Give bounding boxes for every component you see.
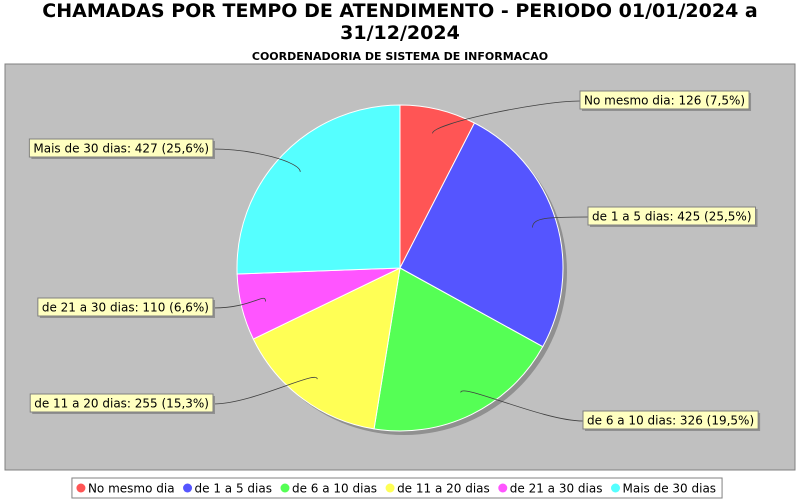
label-box bbox=[587, 206, 756, 226]
label-connector bbox=[532, 216, 589, 228]
legend-label: de 21 a 30 dias bbox=[510, 482, 603, 496]
data-label: de 1 a 5 dias: 425 (25,5%) bbox=[592, 210, 752, 224]
data-label: de 21 a 30 dias: 110 (6,6%) bbox=[42, 301, 209, 315]
label-box bbox=[28, 138, 214, 158]
legend-marker bbox=[183, 483, 193, 493]
legend-marker bbox=[280, 483, 290, 493]
legend-label: Mais de 30 dias bbox=[623, 482, 717, 496]
label-connector bbox=[460, 390, 584, 422]
legend-marker bbox=[385, 483, 395, 493]
label-box bbox=[37, 297, 214, 317]
legend-marker bbox=[611, 483, 620, 493]
label-connector bbox=[212, 148, 301, 172]
legend-marker bbox=[76, 483, 86, 493]
label-box bbox=[579, 90, 750, 110]
label-connector bbox=[212, 297, 266, 309]
chart-title: CHAMADAS POR TEMPO DE ATENDIMENTO - PERI… bbox=[42, 0, 758, 44]
label-box bbox=[29, 393, 214, 413]
label-connector bbox=[432, 100, 581, 134]
data-label: Mais de 30 dias: 427 (25,6%) bbox=[33, 142, 209, 156]
pie-slice bbox=[252, 267, 401, 430]
legend-label: No mesmo dia bbox=[88, 482, 175, 496]
pie-slice bbox=[399, 122, 564, 348]
legend-label: de 11 a 20 dias bbox=[397, 482, 490, 496]
pie-slice bbox=[373, 267, 544, 432]
data-label: No mesmo dia: 126 (7,5%) bbox=[584, 94, 745, 108]
legend-box bbox=[71, 477, 723, 499]
label-connector bbox=[212, 377, 318, 405]
chart-subtitle: COORDENADORIA DE SISTEMA DE INFORMACAO bbox=[251, 50, 549, 63]
data-label: de 6 a 10 dias: 326 (19,5%) bbox=[587, 414, 754, 428]
data-label: de 11 a 20 dias: 255 (15,3%) bbox=[34, 397, 209, 411]
legend-label: de 1 a 5 dias bbox=[195, 482, 272, 496]
pie-slice bbox=[236, 104, 401, 275]
legend-marker bbox=[498, 483, 508, 493]
label-box bbox=[582, 410, 759, 430]
legend-label: de 6 a 10 dias bbox=[292, 482, 377, 496]
